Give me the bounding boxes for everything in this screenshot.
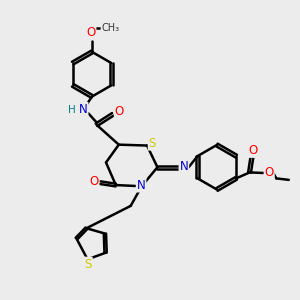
Text: N: N bbox=[137, 178, 146, 192]
Text: N: N bbox=[179, 160, 188, 172]
Text: O: O bbox=[265, 166, 274, 179]
Text: O: O bbox=[89, 175, 98, 188]
Text: O: O bbox=[248, 144, 257, 157]
Text: H: H bbox=[68, 106, 76, 116]
Text: O: O bbox=[115, 105, 124, 118]
Text: S: S bbox=[84, 258, 92, 271]
Text: O: O bbox=[86, 26, 95, 39]
Text: N: N bbox=[79, 103, 88, 116]
Text: S: S bbox=[149, 137, 156, 150]
Text: CH₃: CH₃ bbox=[101, 23, 119, 33]
